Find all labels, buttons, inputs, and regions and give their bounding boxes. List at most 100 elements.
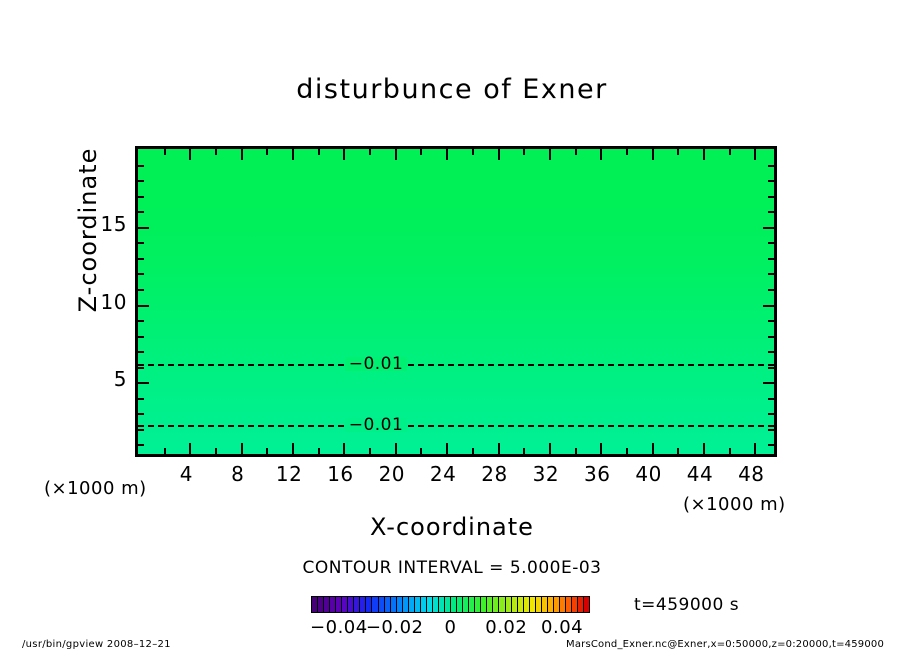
contour-label-upper-mask (345, 357, 407, 371)
colorbar-cell (408, 597, 415, 612)
y-tick-left (138, 413, 144, 416)
colorbar-cell (372, 597, 379, 612)
y-tick-right (768, 351, 774, 354)
colorbar-cell (553, 597, 560, 612)
x-tick-top (420, 149, 423, 155)
x-tick-top (728, 149, 731, 155)
y-tick-right (768, 288, 774, 291)
x-tick-bottom (677, 448, 680, 454)
colorbar-cell (414, 597, 421, 612)
x-tick-bottom (471, 448, 474, 454)
footer-command: /usr/bin/gpview 2008–12–21 (22, 639, 171, 650)
x-tick-bottom (728, 448, 731, 454)
x-tick-top (215, 149, 218, 155)
y-tick-right (768, 428, 774, 431)
y-tick-label: 10 (100, 289, 127, 314)
y-tick-left (138, 397, 144, 400)
colorbar-cell (402, 597, 409, 612)
y-tick-label: 15 (100, 211, 127, 236)
x-tick-label: 20 (378, 462, 406, 486)
colorbar-cell (565, 597, 573, 612)
colorbar-cell (559, 597, 566, 612)
x-tick-bottom (369, 448, 372, 454)
contour-interval-label: CONTOUR INTERVAL = 5.000E-03 (302, 558, 602, 578)
x-tick-label: 16 (327, 462, 354, 486)
x-tick-top (677, 149, 680, 155)
y-tick-left (138, 444, 144, 447)
x-tick-top (240, 149, 243, 160)
y-tick-label: 5 (113, 367, 127, 392)
colorbar-cell (366, 597, 373, 612)
page-title: disturbunce of Exner (296, 74, 608, 105)
y-tick-left (138, 242, 144, 245)
x-tick-bottom (163, 448, 166, 454)
x-tick-bottom (343, 443, 346, 454)
colorbar-tick-label: 0 (444, 617, 457, 638)
colorbar-cell (457, 597, 464, 612)
x-tick-top (266, 149, 269, 155)
x-tick-top (754, 149, 757, 160)
x-tick-top (292, 149, 295, 160)
x-tick-bottom (497, 443, 500, 454)
x-tick-bottom (394, 443, 397, 454)
y-tick-left (138, 351, 144, 354)
y-axis-tick-labels: 5 10 15 (85, 146, 127, 457)
plot-area: −0.01 −0.01 (135, 146, 777, 457)
x-tick-top (497, 149, 500, 160)
x-tick-bottom (600, 443, 603, 454)
x-tick-top (163, 149, 166, 155)
y-tick-left (138, 226, 149, 229)
y-tick-right (768, 444, 774, 447)
y-tick-left (138, 180, 144, 183)
colorbar-tick-label: 0.04 (541, 617, 584, 638)
colorbar-cell (318, 597, 325, 612)
y-tick-right (768, 180, 774, 183)
colorbar-cell (481, 597, 488, 612)
colorbar-cell (535, 597, 542, 612)
x-tick-top (317, 149, 320, 155)
x-tick-top (600, 149, 603, 160)
colorbar-cell (360, 597, 367, 612)
colorbar-cell (523, 597, 530, 612)
x-tick-top (446, 149, 449, 160)
colorbar-tick-label: −0.02 (365, 617, 424, 638)
colorbar-cell (487, 597, 494, 612)
x-tick-label: 24 (429, 462, 457, 486)
y-tick-right (768, 320, 774, 323)
colorbar (311, 596, 590, 613)
x-tick-top (471, 149, 474, 155)
colorbar-cell (584, 597, 589, 612)
y-tick-left (138, 211, 144, 214)
x-axis-label: X-coordinate (370, 513, 534, 541)
x-tick-bottom (215, 448, 218, 454)
x-tick-bottom (625, 448, 628, 454)
colorbar-cell (445, 597, 452, 612)
x-tick-bottom (754, 443, 757, 454)
x-tick-top (625, 149, 628, 155)
colorbar-cell (578, 597, 585, 612)
x-tick-label: 44 (686, 462, 714, 486)
colorbar-cell (547, 597, 554, 612)
colorbar-cell (451, 597, 458, 612)
colorbar-tick-label: 0.02 (485, 617, 528, 638)
x-tick-top (574, 149, 577, 155)
x-tick-top (651, 149, 654, 160)
y-tick-right (768, 164, 774, 167)
x-tick-bottom (292, 443, 295, 454)
y-tick-right (768, 397, 774, 400)
x-tick-label: 40 (635, 462, 662, 486)
x-tick-bottom (574, 448, 577, 454)
x-tick-bottom (266, 448, 269, 454)
colorbar-cell (426, 597, 433, 612)
x-tick-label: 4 (179, 462, 193, 486)
contour-label-upper: −0.01 (348, 354, 404, 374)
y-tick-right (768, 413, 774, 416)
contour-label-lower-mask (345, 418, 407, 432)
colorbar-cell (396, 597, 403, 612)
colorbar-cell (354, 597, 361, 612)
colorbar-cell (529, 597, 536, 612)
x-axis-tick-labels: 4 8 12 16 20 24 28 32 36 40 44 48 (135, 462, 777, 488)
y-axis-label: Z-coordinate (74, 147, 102, 313)
x-tick-top (369, 149, 372, 155)
y-tick-right (768, 242, 774, 245)
